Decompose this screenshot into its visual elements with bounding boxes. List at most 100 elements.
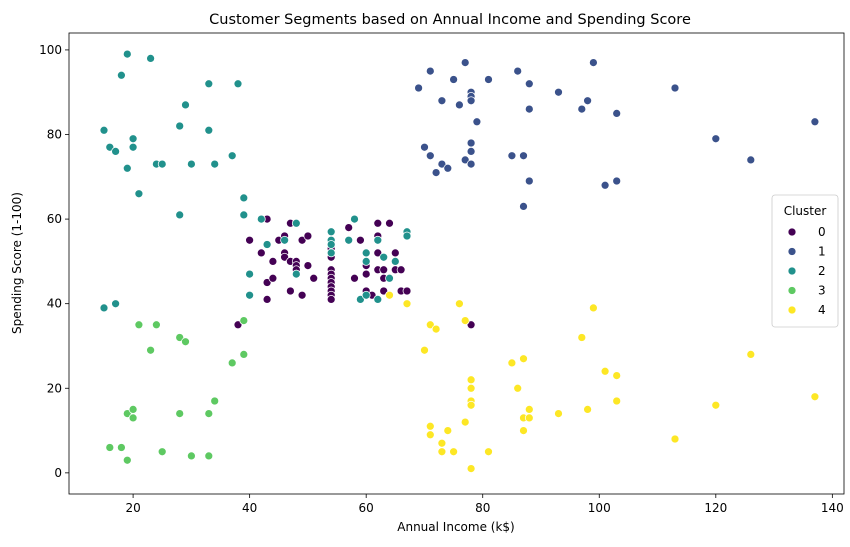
x-axis-label: Annual Income (k$): [397, 520, 514, 534]
data-point-cluster-1: [554, 87, 563, 97]
data-point-cluster-0: [344, 223, 354, 232]
data-point-cluster-2: [326, 248, 336, 258]
data-point-cluster-0: [297, 235, 307, 245]
data-point-cluster-4: [402, 299, 412, 309]
data-point-cluster-4: [437, 438, 447, 448]
x-tick-label: 60: [359, 501, 374, 515]
data-point-cluster-2: [187, 159, 196, 169]
data-point-cluster-4: [425, 320, 435, 330]
data-point-cluster-4: [431, 324, 441, 334]
data-point-cluster-2: [373, 295, 383, 304]
data-point-cluster-3: [181, 337, 190, 347]
data-point-cluster-0: [402, 286, 412, 296]
data-point-cluster-4: [711, 400, 721, 410]
data-point-cluster-2: [326, 240, 336, 249]
data-point-cluster-2: [344, 235, 354, 245]
data-point-cluster-2: [181, 100, 190, 110]
data-point-cluster-2: [291, 269, 301, 279]
data-point-cluster-4: [612, 396, 622, 406]
data-point-cluster-3: [210, 396, 220, 406]
data-point-cluster-0: [280, 252, 289, 262]
data-point-cluster-2: [291, 218, 301, 228]
data-point-cluster-0: [286, 286, 295, 296]
data-point-cluster-2: [280, 235, 289, 245]
y-axis: 0 20 40 60 80 100: [39, 43, 69, 480]
data-point-cluster-3: [152, 320, 161, 330]
data-point-cluster-4: [455, 299, 464, 309]
data-point-cluster-1: [507, 151, 517, 161]
data-point-cluster-0: [326, 295, 336, 304]
data-point-cluster-4: [460, 316, 470, 325]
data-point-cluster-3: [105, 443, 115, 452]
data-point-cluster-4: [385, 290, 394, 300]
data-point-cluster-0: [396, 265, 406, 275]
legend-marker-cluster-4: [787, 305, 797, 315]
legend-title: Cluster: [784, 204, 827, 218]
legend-marker-cluster-1: [787, 247, 797, 256]
legend-marker-cluster-3: [787, 286, 797, 295]
data-point-cluster-1: [466, 147, 476, 156]
data-point-cluster-1: [414, 83, 423, 93]
data-point-cluster-1: [612, 109, 622, 118]
data-point-cluster-4: [466, 375, 476, 385]
y-tick-label: 0: [54, 466, 62, 480]
legend-label-cluster-4: 4: [818, 303, 826, 317]
data-point-cluster-0: [262, 295, 272, 304]
data-point-cluster-3: [146, 345, 155, 355]
data-point-cluster-3: [117, 443, 126, 452]
data-point-cluster-2: [204, 79, 214, 89]
data-point-cluster-1: [460, 155, 470, 165]
legend-frame: [771, 194, 839, 328]
data-point-cluster-3: [122, 409, 132, 418]
x-tick-label: 80: [475, 501, 490, 515]
points-layer: [99, 49, 820, 473]
data-point-cluster-2: [128, 134, 138, 144]
data-point-cluster-1: [437, 159, 447, 169]
data-point-cluster-0: [356, 235, 365, 245]
data-point-cluster-2: [326, 227, 336, 237]
data-point-cluster-0: [309, 273, 319, 283]
data-point-cluster-1: [600, 180, 610, 190]
data-point-cluster-0: [256, 248, 266, 258]
data-point-cluster-4: [612, 371, 622, 380]
data-point-cluster-1: [431, 168, 441, 177]
data-point-cluster-2: [361, 290, 371, 300]
data-point-cluster-4: [513, 383, 523, 393]
data-point-cluster-0: [373, 248, 383, 258]
data-point-cluster-2: [175, 210, 185, 220]
data-point-cluster-1: [460, 58, 470, 67]
data-point-cluster-4: [425, 421, 435, 431]
data-point-cluster-4: [519, 354, 528, 364]
data-point-cluster-3: [227, 358, 237, 368]
data-point-cluster-3: [175, 333, 185, 342]
data-point-cluster-3: [187, 451, 196, 461]
data-point-cluster-0: [466, 320, 476, 330]
x-tick-label: 100: [588, 501, 611, 515]
data-point-cluster-4: [583, 405, 592, 414]
data-point-cluster-3: [128, 413, 138, 423]
data-point-cluster-4: [600, 366, 610, 376]
data-point-cluster-3: [175, 409, 185, 418]
data-point-cluster-2: [105, 142, 115, 152]
data-point-cluster-2: [356, 295, 365, 304]
data-point-cluster-2: [262, 240, 272, 249]
plot-frame: [68, 32, 845, 495]
data-point-cluster-0: [303, 261, 313, 270]
chart-title: Customer Segments based on Annual Income…: [209, 12, 691, 28]
data-point-cluster-3: [204, 451, 214, 461]
data-point-cluster-2: [146, 54, 155, 63]
data-point-cluster-2: [117, 70, 126, 80]
data-point-cluster-2: [227, 151, 237, 161]
x-axis: 20 40 60 80 100 120 140: [125, 494, 844, 515]
data-point-cluster-4: [507, 358, 517, 368]
data-point-cluster-1: [513, 66, 523, 76]
data-point-cluster-1: [519, 151, 528, 161]
data-point-cluster-1: [437, 96, 447, 106]
data-point-cluster-0: [268, 257, 278, 266]
data-point-cluster-0: [350, 273, 359, 283]
data-point-cluster-1: [449, 75, 458, 84]
data-point-cluster-2: [239, 210, 249, 220]
data-point-cluster-2: [122, 163, 132, 173]
data-point-cluster-2: [385, 273, 394, 283]
